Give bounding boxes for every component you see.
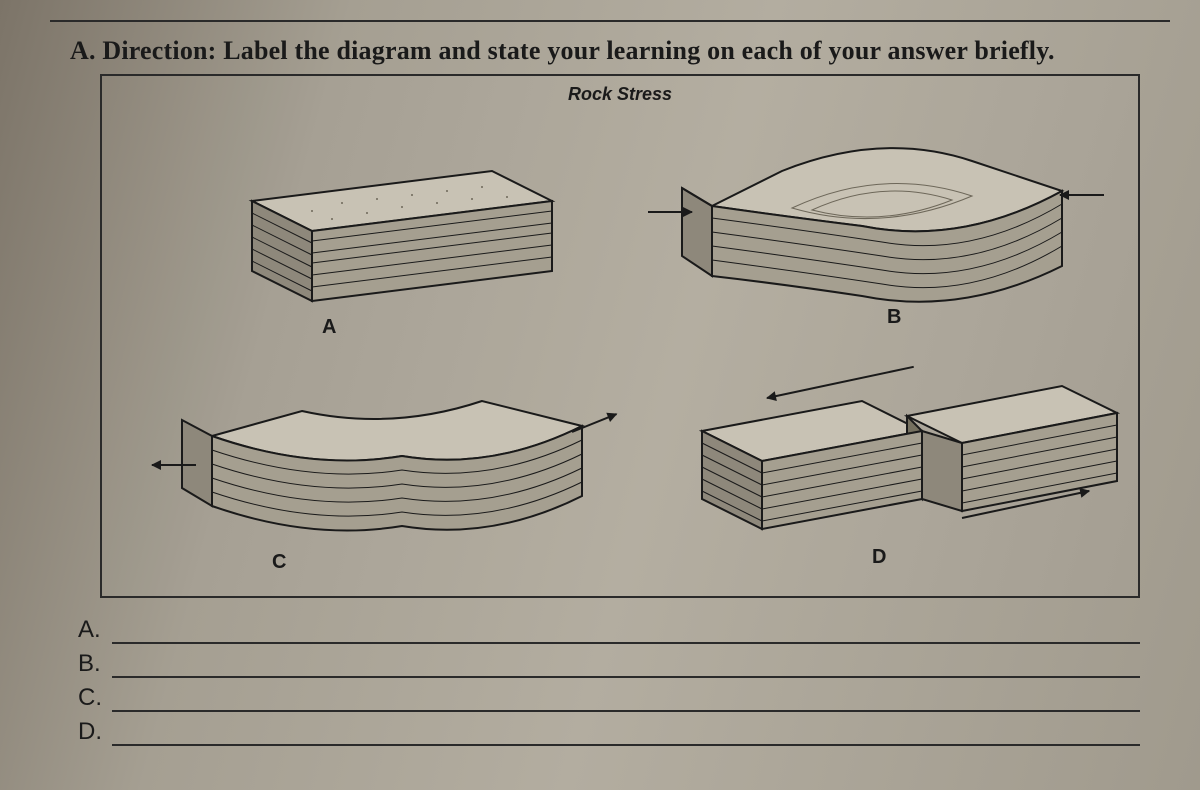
worksheet-page: A. Direction: Label the diagram and stat… [0, 0, 1200, 790]
diagram-a: A [192, 141, 572, 331]
block-d-svg [662, 361, 1142, 571]
answer-row-d: D. [78, 718, 1140, 746]
label-a: A [322, 316, 336, 339]
arrow-b-right [1060, 194, 1104, 196]
answer-letter-d: D. [78, 718, 112, 746]
answer-letter-c: C. [78, 684, 112, 712]
label-b: B [887, 306, 901, 329]
block-a-svg [192, 141, 572, 331]
diagram-d: D [662, 361, 1142, 571]
answer-row-c: C. [78, 684, 1140, 712]
answer-row-b: B. [78, 650, 1140, 678]
diagram-c: C [152, 376, 622, 576]
direction-prefix: A. [70, 36, 96, 65]
answer-letter-a: A. [78, 616, 112, 644]
label-c: C [272, 551, 286, 574]
answer-blank-d[interactable] [112, 718, 1140, 746]
top-rule [50, 20, 1170, 22]
label-d: D [872, 546, 886, 569]
diagram-b: B [642, 116, 1122, 326]
answer-blank-b[interactable] [112, 650, 1140, 678]
figure-title: Rock Stress [568, 84, 672, 105]
arrow-c-left [152, 464, 196, 466]
figure-frame: Rock Stress [100, 74, 1140, 598]
block-c-svg [152, 376, 622, 576]
block-b-svg [642, 116, 1122, 326]
answer-blank-a[interactable] [112, 616, 1140, 644]
answer-letter-b: B. [78, 650, 112, 678]
direction-line: A. Direction: Label the diagram and stat… [70, 36, 1150, 66]
answer-blank-c[interactable] [112, 684, 1140, 712]
arrow-b-left [648, 211, 692, 213]
answer-lines: A. B. C. D. [78, 616, 1140, 746]
direction-text: Direction: Label the diagram and state y… [102, 36, 1054, 65]
answer-row-a: A. [78, 616, 1140, 644]
